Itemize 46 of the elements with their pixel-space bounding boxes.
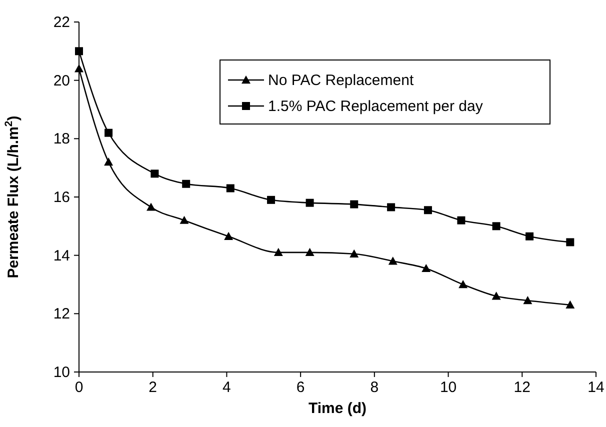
point (146, 202, 156, 211)
point (523, 296, 532, 304)
point (492, 222, 500, 230)
point (267, 196, 276, 204)
y-tick-label: 14 (53, 247, 70, 264)
point (180, 216, 189, 224)
point (350, 249, 359, 258)
point (104, 158, 114, 166)
point (226, 184, 234, 192)
point (274, 248, 283, 256)
y-tick-label: 18 (53, 130, 70, 148)
y-tick-label: 22 (53, 14, 70, 31)
point (350, 200, 358, 208)
x-tick-label: 0 (74, 379, 84, 396)
point (224, 232, 234, 240)
point (150, 170, 159, 178)
point (422, 264, 431, 272)
point (526, 232, 534, 240)
point (566, 238, 574, 246)
legend-label: 1.5% PAC Replacement per day (268, 98, 484, 115)
point (104, 128, 113, 137)
point (388, 256, 398, 265)
point (306, 198, 314, 207)
x-tick-label: 12 (514, 379, 530, 396)
point (74, 64, 84, 72)
point (305, 248, 314, 256)
point (566, 300, 575, 309)
y-tick-label: 12 (53, 306, 70, 323)
x-tick-label: 8 (370, 379, 379, 396)
x-tick-label: 14 (588, 379, 604, 396)
y-tick-label: 10 (53, 364, 70, 381)
point (387, 203, 396, 212)
y-tick-label: 20 (53, 72, 70, 90)
x-axis-title: Time (d) (308, 400, 367, 417)
legend-label: No PAC Replacement (268, 72, 414, 89)
point (424, 206, 432, 214)
point (492, 292, 501, 300)
x-tick-label: 4 (222, 379, 231, 396)
x-tick-label: 10 (440, 379, 457, 396)
point (182, 180, 190, 188)
x-tick-label: 6 (296, 379, 305, 396)
point (457, 216, 466, 224)
point (75, 47, 83, 56)
x-tick-label: 2 (148, 379, 158, 396)
y-tick-label: 16 (53, 189, 70, 206)
point (458, 280, 468, 288)
